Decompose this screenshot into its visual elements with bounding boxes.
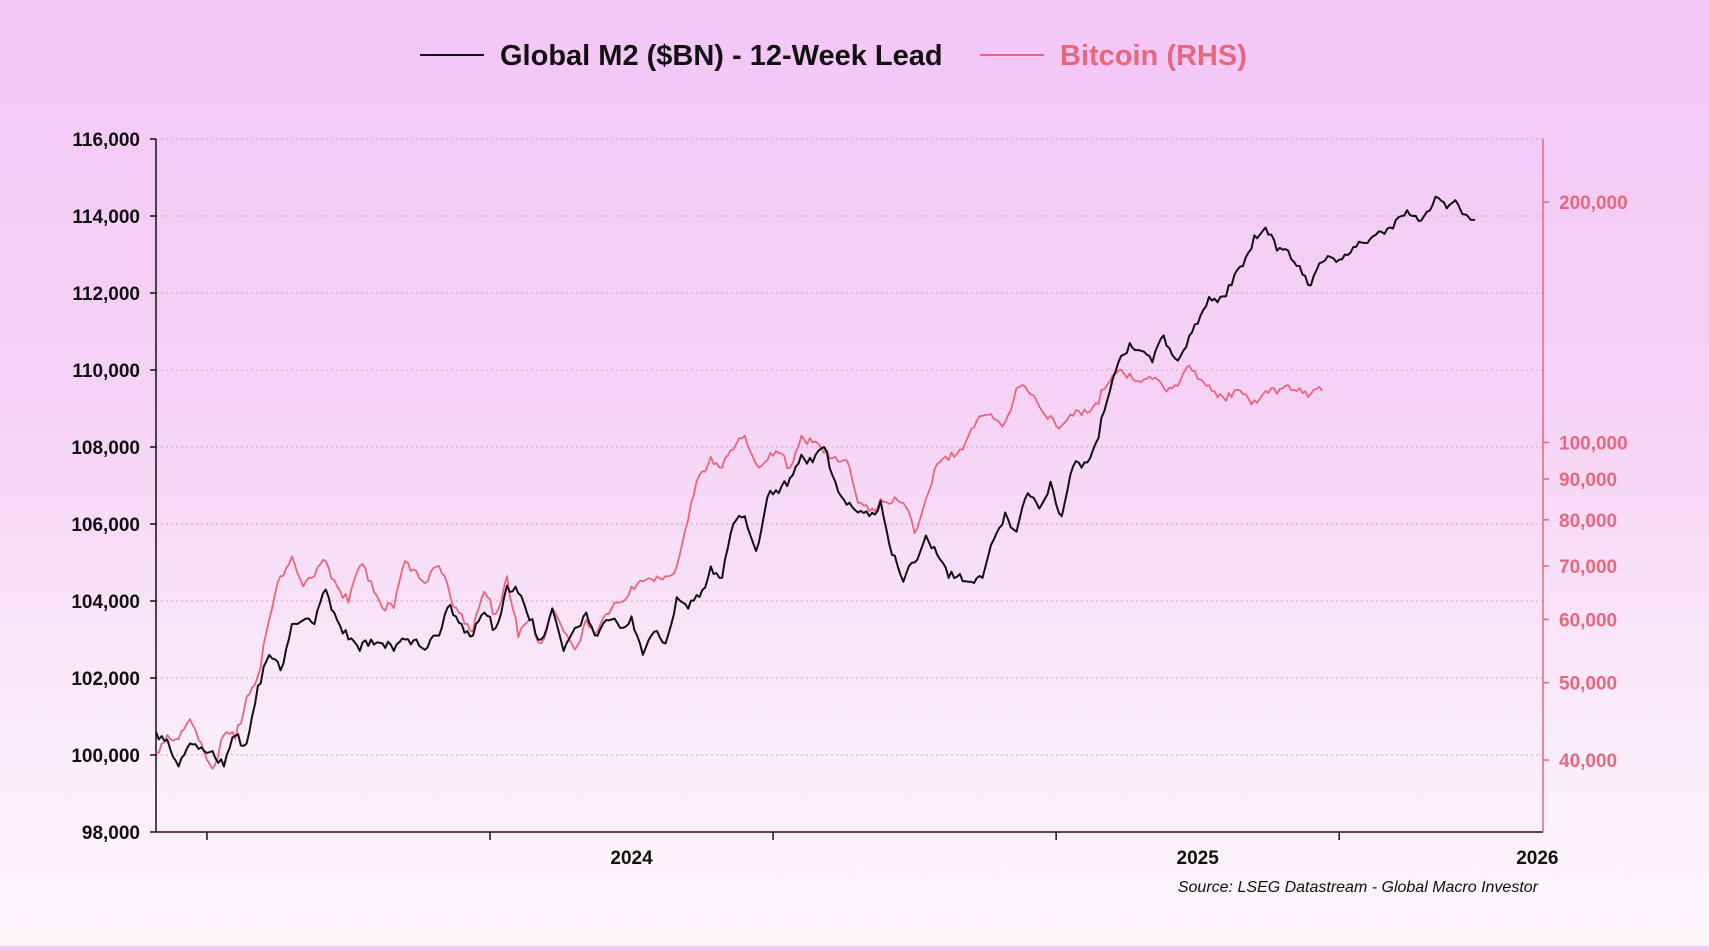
right-tick-label-7: 200,000	[1559, 193, 1628, 214]
left-tick-label-5: 108,000	[71, 438, 140, 459]
left-tick-label-0: 98,000	[82, 823, 140, 844]
right-tick-label-0: 40,000	[1559, 751, 1617, 772]
left-tick-label-9: 116,000	[72, 130, 140, 151]
left-tick-label-1: 100,000	[71, 746, 140, 767]
x-tick-label-2025: 2025	[1177, 848, 1220, 869]
grid-layer	[156, 138, 1543, 756]
left-tick-label-2: 102,000	[71, 669, 140, 690]
right-tick-label-4: 80,000	[1559, 511, 1617, 532]
right-tick-label-5: 90,000	[1559, 470, 1617, 491]
left-tick-label-7: 112,000	[72, 284, 140, 305]
series-layer	[155, 195, 1476, 770]
left-tick-label-8: 114,000	[72, 207, 140, 228]
left-tick-label-4: 106,000	[71, 515, 140, 536]
series-line-global-m2	[155, 195, 1476, 768]
x-tick-label-2026: 2026	[1516, 848, 1558, 869]
legend-label-m2: Global M2 ($BN) - 12-Week Lead	[500, 40, 943, 72]
legend: Global M2 ($BN) - 12-Week Lead Bitcoin (…	[420, 40, 1247, 72]
left-tick-label-3: 104,000	[71, 592, 140, 613]
right-tick-label-6: 100,000	[1559, 433, 1628, 454]
series-line-bitcoin	[155, 364, 1323, 770]
source-note: Source: LSEG Datastream - Global Macro I…	[1178, 879, 1539, 896]
legend-label-btc: Bitcoin (RHS)	[1060, 40, 1247, 72]
tick-labels: 98,000 100,000 102,000 104,000 106,000 108,00…	[71, 130, 1627, 869]
left-tick-label-6: 110,000	[72, 361, 140, 382]
right-tick-label-1: 50,000	[1559, 674, 1617, 695]
x-tick-label-2024: 2024	[610, 848, 653, 869]
axis-layer	[150, 138, 1549, 840]
right-tick-label-3: 70,000	[1559, 557, 1617, 578]
right-tick-label-2: 60,000	[1559, 610, 1617, 631]
